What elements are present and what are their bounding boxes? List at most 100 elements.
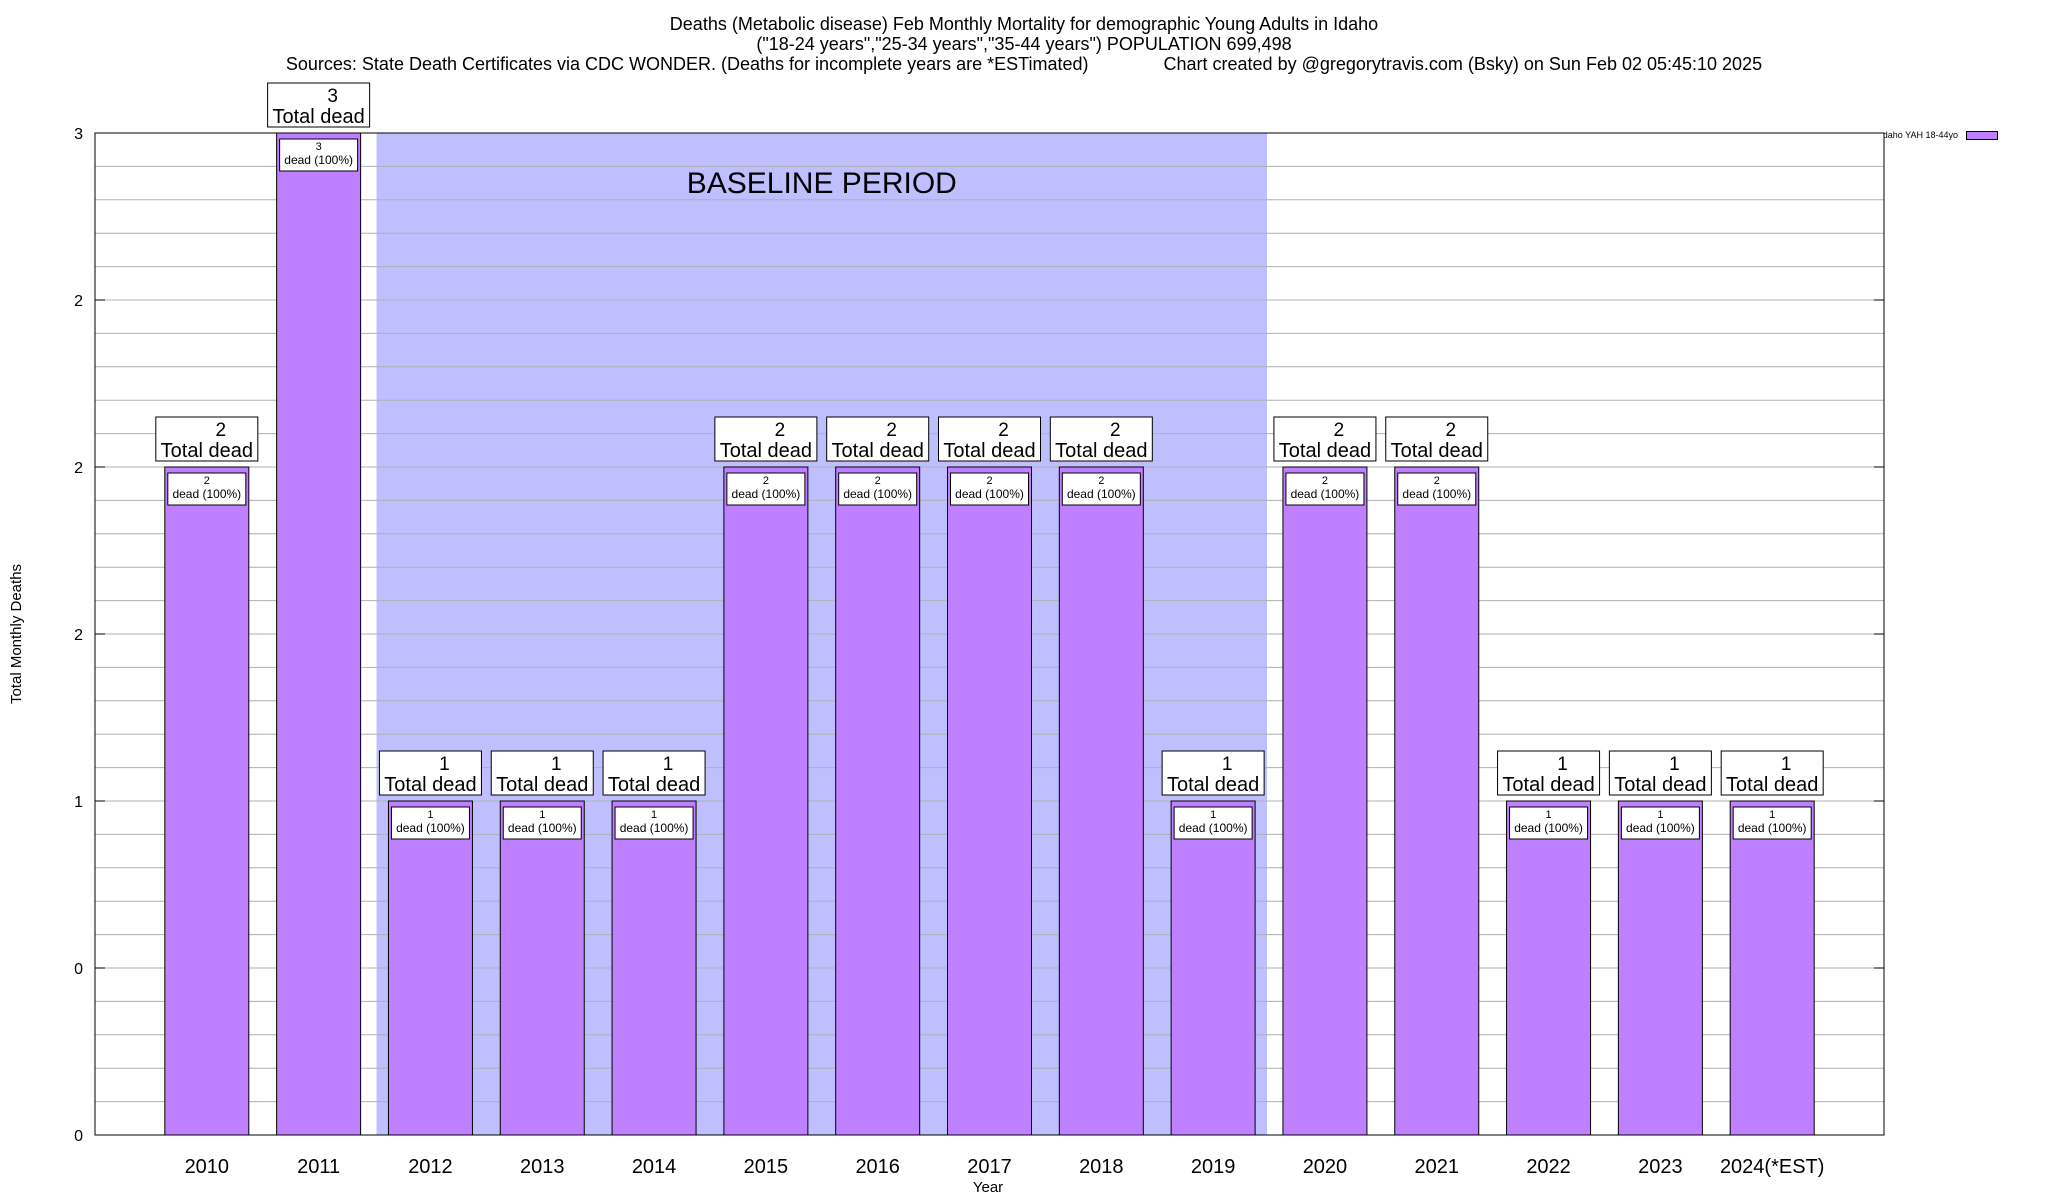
bar <box>1170 800 1256 1136</box>
bar <box>164 466 250 1136</box>
bar-inner-label-count: 1 <box>1769 809 1775 821</box>
bar-total-label-box <box>1385 416 1489 462</box>
bar-inner-label-box <box>1397 472 1477 506</box>
bar-inner-label-text: dead (100%) <box>508 821 577 835</box>
bar-total-label-count: 1 <box>1222 754 1233 775</box>
baseline-period-label: BASELINE PERIOD <box>687 167 957 200</box>
x-tick-label: 2018 <box>1079 1156 1124 1178</box>
bar-inner-label-box <box>1285 472 1365 506</box>
bar-total-label-count: 2 <box>886 420 897 441</box>
bar-total-label-text: Total dead <box>1726 774 1818 796</box>
x-axis-label: Year <box>973 1179 1003 1196</box>
x-tick-label: 2012 <box>408 1156 453 1178</box>
bar-total-label-count: 2 <box>1445 420 1456 441</box>
y-tick-label: 1 <box>74 794 83 811</box>
x-tick-label: 2021 <box>1415 1156 1460 1178</box>
bar-inner-label-text: dead (100%) <box>1626 821 1695 835</box>
bar-inner-label-count: 3 <box>316 141 322 153</box>
x-tick-label: 2017 <box>967 1156 1012 1178</box>
bar-inner-label-box <box>1620 806 1700 840</box>
bar-inner-label-text: dead (100%) <box>1514 821 1583 835</box>
bar-inner-label-text: dead (100%) <box>284 153 353 167</box>
x-tick-label: 2016 <box>855 1156 900 1178</box>
bar-inner-label-box <box>390 806 470 840</box>
bar-total-label-count: 1 <box>551 754 562 775</box>
bar <box>276 132 362 1136</box>
bar <box>1617 800 1703 1136</box>
bar <box>1058 466 1144 1136</box>
bar-total-label-count: 1 <box>663 754 674 775</box>
x-tick-label: 2022 <box>1526 1156 1571 1178</box>
bar-inner-label-count: 2 <box>204 475 210 487</box>
bar-total-label-count: 2 <box>216 420 227 441</box>
bar-total-label-count: 3 <box>327 86 338 107</box>
x-tick-label: 2015 <box>744 1156 789 1178</box>
bar-inner-label-box <box>1061 472 1141 506</box>
bar-total-label-text: Total dead <box>1502 774 1594 796</box>
title-line-2: ("18-24 years","25-34 years","35-44 year… <box>756 34 1292 54</box>
bar-inner-label-count: 2 <box>1434 475 1440 487</box>
legend-label: daho YAH 18-44yo <box>1882 130 1958 140</box>
bar-inner-label-count: 1 <box>1657 809 1663 821</box>
bar-total-label-text: Total dead <box>1279 440 1371 462</box>
bar-inner-label-box <box>279 138 359 172</box>
plot-frame <box>94 132 1885 1136</box>
y-tick-label: 2 <box>74 627 83 644</box>
bar-total-label-box <box>1497 750 1601 796</box>
bar-total-label-text: Total dead <box>1614 774 1706 796</box>
bar-inner-label-box <box>614 806 694 840</box>
bar-total-label-text: Total dead <box>272 106 364 128</box>
bar-inner-label-text: dead (100%) <box>1291 487 1360 501</box>
bar-inner-label-box <box>167 472 247 506</box>
bar-total-label-box <box>1608 750 1712 796</box>
y-tick-label: 0 <box>74 961 83 978</box>
y-tick-label: 0 <box>74 1128 83 1145</box>
y-tick-label: 3 <box>74 126 83 143</box>
bar-total-label-box <box>155 416 259 462</box>
bar-inner-label-text: dead (100%) <box>843 487 912 501</box>
x-tick-label: 2011 <box>297 1156 340 1178</box>
bar <box>1506 800 1592 1136</box>
bar-inner-label-box <box>502 806 582 840</box>
bar-inner-label-box <box>1509 806 1589 840</box>
bar <box>1282 466 1368 1136</box>
bar-inner-label-text: dead (100%) <box>1738 821 1807 835</box>
bar-total-label-text: Total dead <box>1055 440 1147 462</box>
bar-inner-label-count: 2 <box>1322 475 1328 487</box>
x-tick-label: 2020 <box>1303 1156 1348 1178</box>
legend-swatch <box>1966 130 1998 140</box>
bar-total-label-text: Total dead <box>384 774 476 796</box>
bar-inner-label-count: 1 <box>539 809 545 821</box>
bar <box>1394 466 1480 1136</box>
bar-inner-label-text: dead (100%) <box>1179 821 1248 835</box>
bar-total-label-box <box>602 750 706 796</box>
bar <box>1729 800 1815 1136</box>
bar-total-label-box <box>490 750 594 796</box>
bar-inner-label-box <box>726 472 806 506</box>
bar-total-label-count: 2 <box>775 420 786 441</box>
bar-inner-label-count: 2 <box>986 475 992 487</box>
legend: daho YAH 18-44yo <box>1883 130 1998 140</box>
bar-total-label-count: 1 <box>1781 754 1792 775</box>
bar-total-label-box <box>1720 750 1824 796</box>
bar-inner-label-box <box>1732 806 1812 840</box>
bar-inner-label-count: 2 <box>1098 475 1104 487</box>
bar-total-label-box <box>714 416 818 462</box>
bar <box>611 800 697 1136</box>
bar-total-label-count: 1 <box>1669 754 1680 775</box>
bar-inner-label-text: dead (100%) <box>1067 487 1136 501</box>
bar-inner-label-count: 1 <box>1210 809 1216 821</box>
bar-total-label-text: Total dead <box>832 440 924 462</box>
x-tick-label: 2013 <box>520 1156 565 1178</box>
bar-total-label-count: 2 <box>1334 420 1345 441</box>
bar-inner-label-text: dead (100%) <box>620 821 689 835</box>
bar <box>947 466 1032 1136</box>
bar <box>835 466 921 1136</box>
bar-inner-label-count: 1 <box>1546 809 1552 821</box>
x-tick-label: 2019 <box>1191 1156 1236 1178</box>
bar-total-label-count: 1 <box>439 754 450 775</box>
y-tick-label: 2 <box>74 460 83 477</box>
x-tick-label: 2024(*EST) <box>1720 1156 1825 1178</box>
bar-inner-label-count: 2 <box>763 475 769 487</box>
bar-total-label-box <box>938 416 1041 462</box>
